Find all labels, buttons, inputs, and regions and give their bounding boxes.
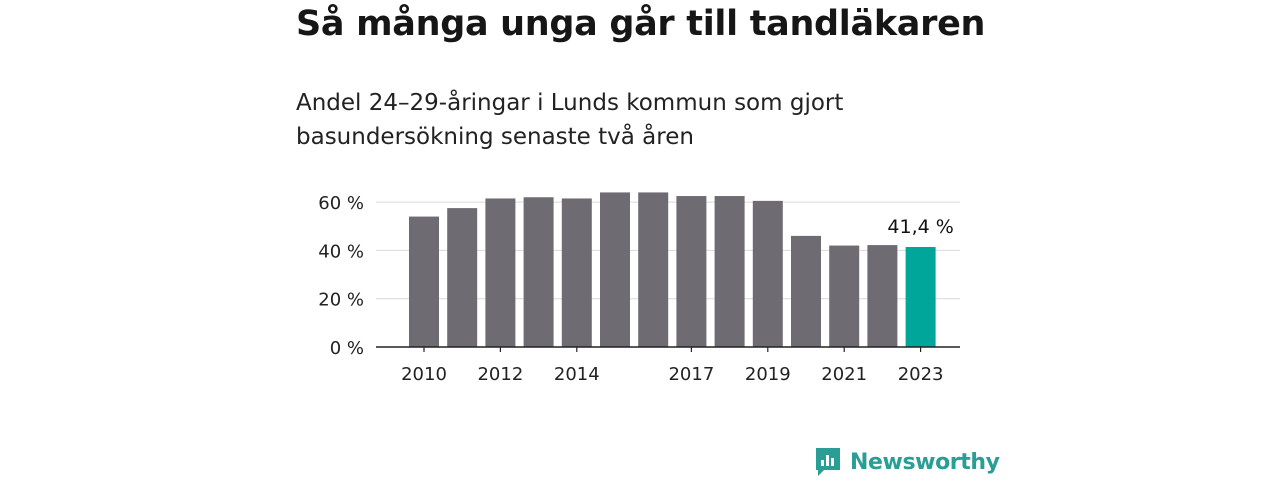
brand-logo: Newsworthy — [814, 446, 1000, 478]
bar-2012 — [485, 198, 516, 347]
bar-2017 — [676, 196, 707, 347]
x-tick-label: 2012 — [477, 364, 523, 385]
highlight-data-label: 41,4 % — [887, 216, 953, 238]
bar-2016 — [638, 192, 669, 347]
y-tick-label: 0 % — [330, 338, 364, 359]
x-tick-label: 2021 — [821, 364, 867, 385]
bar-2018 — [714, 196, 745, 347]
x-tick-label: 2017 — [668, 364, 714, 385]
bar-chart: 0 % 20 % 40 % 60 % 2010 2012 2014 2017 2019 2021… — [318, 192, 960, 385]
y-tick-label: 40 % — [318, 241, 364, 262]
y-tick-label: 20 % — [318, 290, 364, 311]
x-tick-label: 2019 — [745, 364, 791, 385]
chart-subtitle: Andel 24–29-åringar i Lunds kommun som g… — [296, 90, 844, 150]
x-tick-label: 2023 — [898, 364, 944, 385]
bar-2021 — [829, 245, 860, 347]
x-axis-ticks: 2010 2012 2014 2017 2019 2021 2023 — [401, 347, 944, 385]
chart-title: Så många unga går till tandläkaren — [296, 4, 986, 44]
bar-2015 — [600, 192, 630, 347]
newsworthy-logo-icon — [816, 448, 840, 476]
bar-2014 — [561, 198, 592, 347]
bar-2020 — [791, 235, 821, 347]
y-tick-label: 60 % — [318, 193, 364, 214]
x-tick-label: 2010 — [401, 364, 447, 385]
y-axis-ticks: 0 % 20 % 40 % 60 % — [318, 193, 364, 359]
bar-2013 — [523, 197, 554, 347]
bar-2022 — [867, 245, 898, 347]
bars — [409, 192, 936, 347]
bar-2019 — [752, 200, 783, 347]
x-tick-label: 2014 — [554, 364, 600, 385]
bar-2010 — [409, 216, 439, 347]
bar-2011 — [447, 208, 478, 347]
bar-2023 — [905, 247, 936, 347]
brand-name: Newsworthy — [850, 449, 1000, 475]
